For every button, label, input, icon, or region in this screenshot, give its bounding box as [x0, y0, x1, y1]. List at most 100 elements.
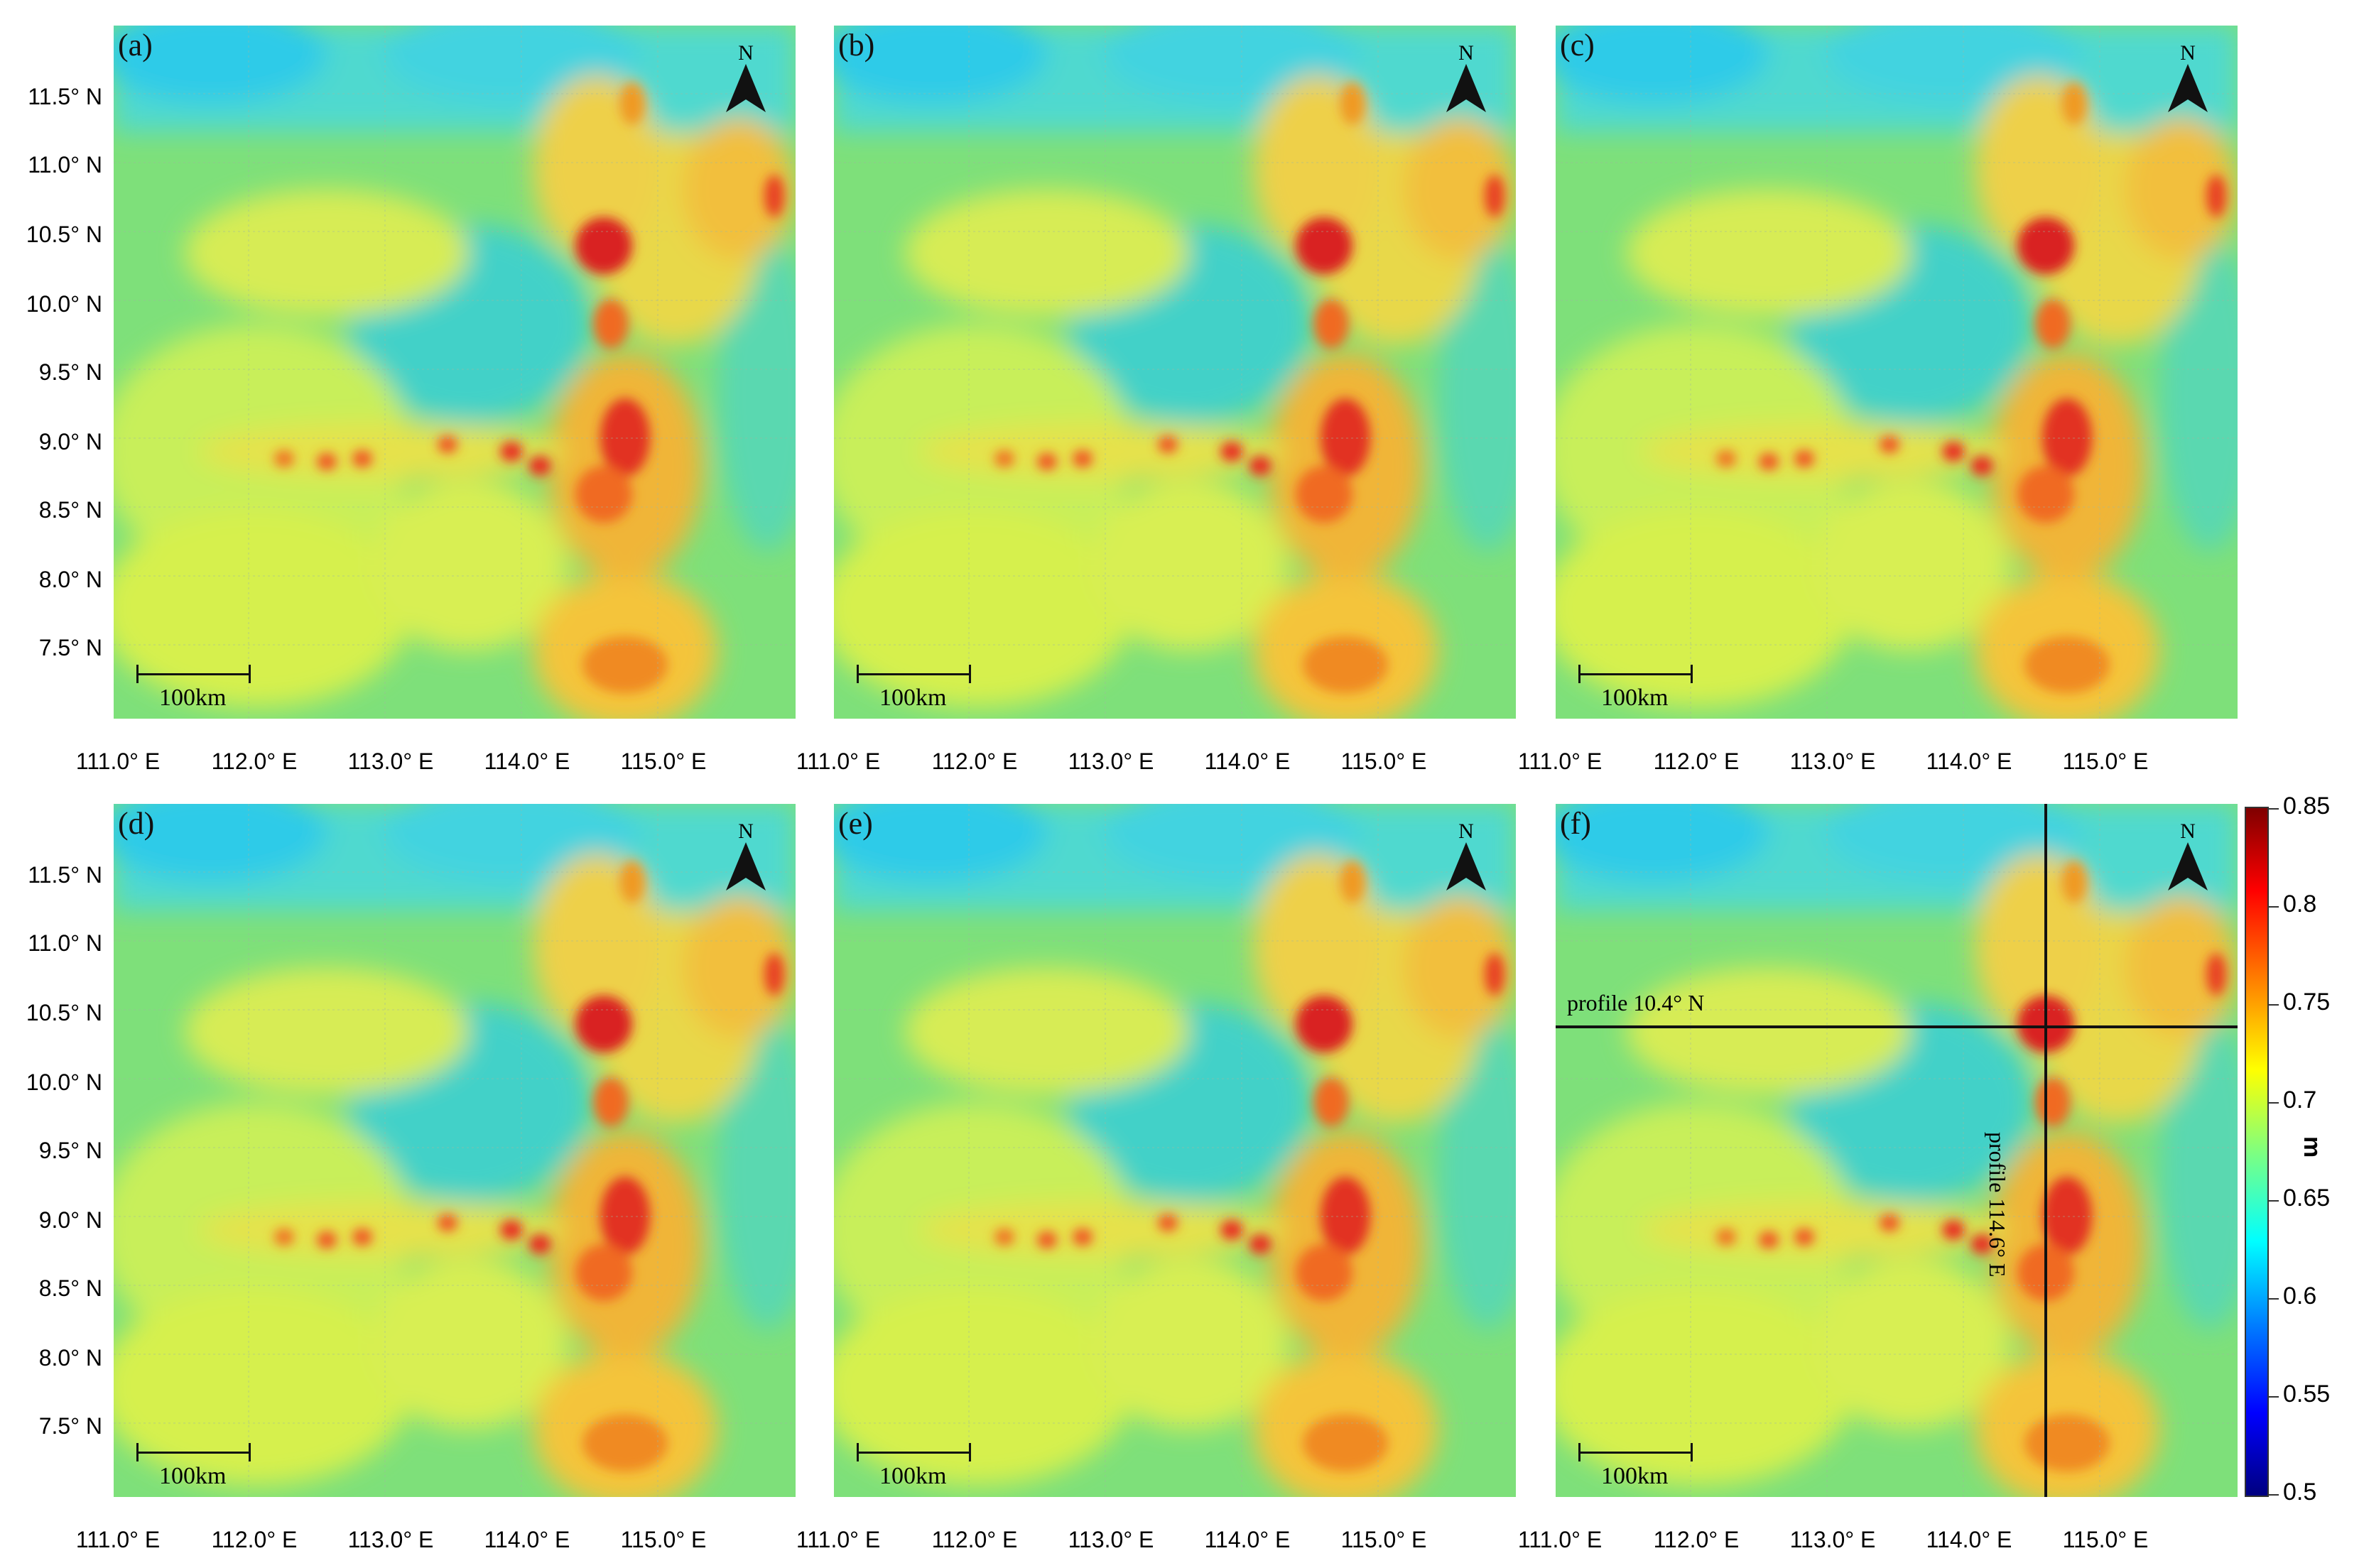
scale-bar-label: 100km: [159, 685, 227, 711]
lon-label: 112.0° E: [931, 1527, 1018, 1552]
scale-bar-label: 100km: [879, 1463, 947, 1489]
lat-label: 8.0° N: [38, 1345, 102, 1371]
lon-label: 112.0° E: [1653, 748, 1740, 774]
panel-letter: (b): [838, 28, 875, 62]
profile-line-vertical: [2044, 804, 2047, 1497]
map-image: [1556, 26, 2238, 719]
lon-label: 111.0° E: [1517, 1527, 1603, 1552]
lat-label: 10.5° N: [26, 1000, 102, 1025]
lat-label: 11.5° N: [28, 84, 102, 109]
colorbar-label: 0.6: [2283, 1283, 2317, 1310]
map-image: [834, 26, 1516, 719]
panel-letter: (d): [118, 806, 155, 841]
lat-label: 11.0° N: [28, 152, 102, 178]
colorbar-label: 0.55: [2283, 1381, 2331, 1408]
scale-bar-tick: [136, 665, 139, 683]
lat-label: 8.5° N: [38, 1275, 102, 1301]
colorbar-unit: m: [2299, 1136, 2326, 1158]
lon-label: 114.0° E: [484, 748, 570, 774]
north-arrow-icon: [726, 64, 766, 112]
north-arrow-icon: [1446, 64, 1486, 112]
colorbar-tick: [2269, 1396, 2279, 1398]
north-label: N: [1458, 820, 1474, 843]
north-label: N: [738, 820, 754, 843]
scale-bar-label: 100km: [1601, 1463, 1669, 1489]
north-label: N: [738, 41, 754, 65]
north-arrow-icon: [1446, 842, 1486, 891]
scale-bar-tick: [969, 1443, 971, 1461]
panel-letter: (e): [838, 806, 873, 841]
lon-label: 114.0° E: [1926, 748, 2012, 774]
north-arrow: N: [2167, 820, 2209, 898]
panel-letter: (f): [1560, 806, 1591, 841]
lat-label: 10.0° N: [26, 291, 102, 317]
profile-label-horizontal: profile 10.4° N: [1567, 990, 1705, 1016]
lon-label: 114.0° E: [484, 1527, 570, 1552]
lon-label: 114.0° E: [1204, 1527, 1291, 1552]
lon-label: 113.0° E: [347, 748, 434, 774]
scale-bar-tick: [1578, 665, 1580, 683]
colorbar-tick: [2269, 1494, 2279, 1496]
colorbar-label: 0.85: [2283, 793, 2331, 820]
north-arrow-icon: [2168, 64, 2208, 112]
lon-label: 111.0° E: [75, 1527, 161, 1552]
lon-label: 115.0° E: [620, 1527, 707, 1552]
colorbar-tick: [2269, 906, 2279, 908]
scale-bar-tick: [136, 1443, 139, 1461]
lat-label: 7.5° N: [38, 635, 102, 660]
map-panel-b: (b) N 100km: [834, 26, 1516, 719]
colorbar-tick: [2269, 1004, 2279, 1006]
lon-label: 112.0° E: [931, 748, 1018, 774]
scale-bar-tick: [249, 665, 251, 683]
lat-label: 10.5° N: [26, 222, 102, 247]
north-label: N: [2180, 41, 2196, 65]
scale-bar-line: [857, 1452, 970, 1454]
colorbar: [2245, 807, 2269, 1497]
map-image: [114, 26, 796, 719]
lat-label: 9.5° N: [38, 359, 102, 385]
lon-label: 112.0° E: [211, 1527, 298, 1552]
north-arrow: N: [2167, 41, 2209, 119]
map-panel-d: (d) N 100km: [114, 804, 796, 1497]
scale-bar-line: [1578, 673, 1692, 675]
scale-bar-label: 100km: [879, 685, 947, 711]
panel-letter: (c): [1560, 28, 1595, 62]
scale-bar-tick: [857, 1443, 859, 1461]
colorbar-label: 0.75: [2283, 989, 2331, 1016]
lon-label: 111.0° E: [796, 1527, 881, 1552]
scale-bar-tick: [1691, 1443, 1693, 1461]
north-label: N: [2180, 820, 2196, 843]
lon-label: 115.0° E: [1340, 1527, 1427, 1552]
lat-label: 11.0° N: [28, 930, 102, 956]
colorbar-label: 0.8: [2283, 891, 2317, 918]
scale-bar-line: [136, 1452, 250, 1454]
scale-bar-tick: [857, 665, 859, 683]
lon-label: 113.0° E: [1068, 1527, 1154, 1552]
north-arrow-icon: [2168, 842, 2208, 891]
north-arrow-icon: [726, 842, 766, 891]
scale-bar: 100km: [1578, 1443, 1699, 1493]
lon-label: 113.0° E: [1789, 1527, 1876, 1552]
lon-label: 112.0° E: [1653, 1527, 1740, 1552]
lon-label: 113.0° E: [347, 1527, 434, 1552]
map-image: [1556, 804, 2238, 1497]
colorbar-label: 0.65: [2283, 1185, 2331, 1212]
colorbar-label: 0.5: [2283, 1479, 2317, 1506]
scale-bar: 100km: [857, 1443, 977, 1493]
lat-label: 9.5° N: [38, 1138, 102, 1163]
lat-label: 9.0° N: [38, 1207, 102, 1233]
colorbar-label: 0.7: [2283, 1087, 2317, 1114]
scale-bar: 100km: [136, 665, 257, 714]
scale-bar-line: [857, 673, 970, 675]
north-arrow: N: [725, 820, 767, 898]
lon-label: 113.0° E: [1789, 748, 1876, 774]
lon-label: 114.0° E: [1204, 748, 1291, 774]
map-panel-e: (e) N 100km: [834, 804, 1516, 1497]
lat-label: 10.0° N: [26, 1069, 102, 1095]
lon-label: 111.0° E: [1517, 748, 1603, 774]
lon-label: 115.0° E: [620, 748, 707, 774]
map-panel-a: (a) N 100km: [114, 26, 796, 719]
panel-letter: (a): [118, 28, 153, 62]
lat-label: 7.5° N: [38, 1413, 102, 1439]
lon-label: 113.0° E: [1068, 748, 1154, 774]
